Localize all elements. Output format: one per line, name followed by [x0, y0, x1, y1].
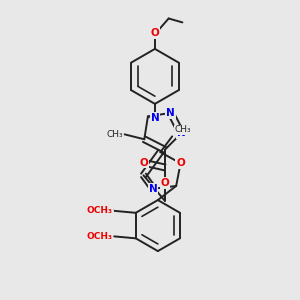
- Text: N: N: [151, 112, 159, 123]
- Text: OCH₃: OCH₃: [86, 232, 112, 241]
- Text: CH₃: CH₃: [92, 206, 106, 215]
- Text: CH₃: CH₃: [106, 130, 123, 139]
- Text: N: N: [166, 108, 175, 118]
- Text: O: O: [160, 178, 169, 188]
- Text: N: N: [149, 184, 158, 194]
- Text: O: O: [105, 206, 113, 215]
- Text: N: N: [177, 128, 185, 138]
- Text: O: O: [140, 158, 148, 167]
- Text: O: O: [176, 158, 185, 168]
- Text: O: O: [151, 28, 159, 38]
- Text: CH₃: CH₃: [174, 125, 191, 134]
- Text: OCH₃: OCH₃: [86, 206, 112, 215]
